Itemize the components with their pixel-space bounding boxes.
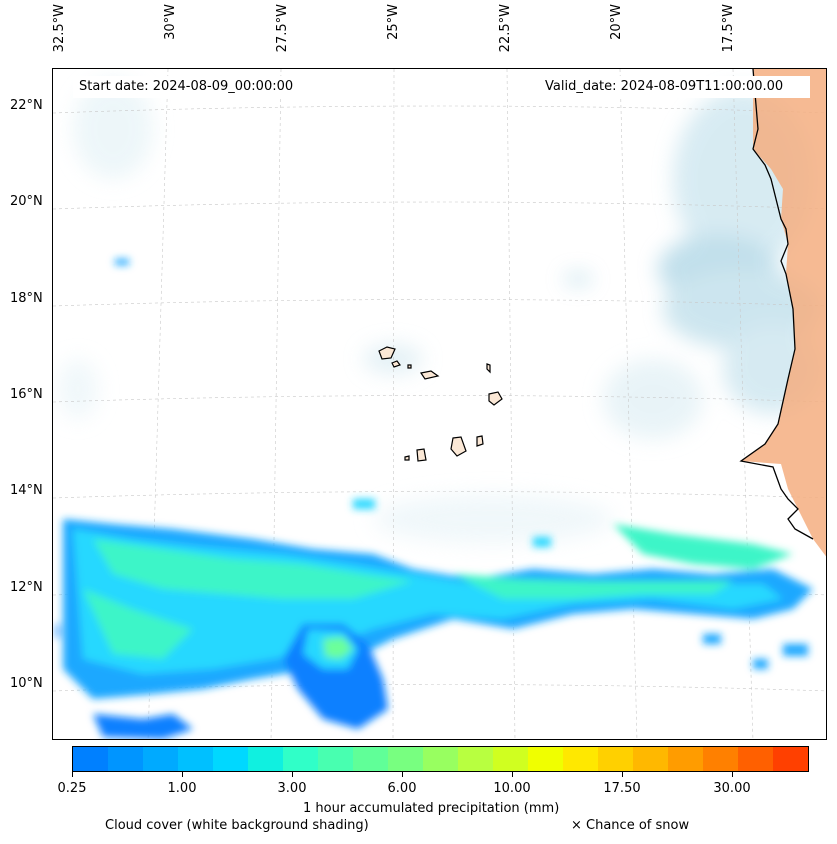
cb-tick-4 bbox=[512, 772, 513, 777]
precipitation-colorbar bbox=[72, 746, 809, 772]
lon-label-22-5w: 22.5°W bbox=[498, 4, 513, 53]
cb-tick-0 bbox=[72, 772, 73, 777]
lat-label-18n: 18°N bbox=[10, 291, 43, 306]
cb-tick-3 bbox=[402, 772, 403, 777]
lat-label-22n: 22°N bbox=[10, 98, 43, 113]
colorbar-swatch-0 bbox=[73, 747, 108, 771]
start-date-label: Start date: 2024-08-09_00:00:00 bbox=[73, 78, 300, 95]
colorbar-swatch-13 bbox=[528, 747, 563, 771]
lat-label-10n: 10°N bbox=[10, 676, 43, 691]
cb-label-0-25: 0.25 bbox=[57, 781, 87, 796]
lon-label-30w: 30°W bbox=[163, 4, 178, 40]
map-canvas[interactable] bbox=[53, 69, 827, 740]
colorbar-swatch-4 bbox=[213, 747, 248, 771]
cb-label-10-00: 10.00 bbox=[493, 781, 531, 796]
lon-label-27-5w: 27.5°W bbox=[275, 4, 290, 53]
colorbar-swatch-5 bbox=[248, 747, 283, 771]
cb-tick-1 bbox=[182, 772, 183, 777]
colorbar-swatch-18 bbox=[703, 747, 738, 771]
cb-label-1-00: 1.00 bbox=[167, 781, 197, 796]
cloud-cover-legend: Cloud cover (white background shading) bbox=[105, 818, 369, 833]
cb-tick-5 bbox=[622, 772, 623, 777]
colorbar-swatch-19 bbox=[738, 747, 773, 771]
colorbar-swatch-14 bbox=[563, 747, 598, 771]
cape-verde-islands bbox=[378, 346, 503, 462]
colorbar-swatch-2 bbox=[143, 747, 178, 771]
colorbar-swatch-10 bbox=[423, 747, 458, 771]
colorbar-swatch-11 bbox=[458, 747, 493, 771]
colorbar-swatch-9 bbox=[388, 747, 423, 771]
precipitation-field bbox=[56, 259, 813, 739]
colorbar-swatch-8 bbox=[353, 747, 388, 771]
colorbar-swatch-7 bbox=[318, 747, 353, 771]
map-panel[interactable]: Start date: 2024-08-09_00:00:00 Valid_da… bbox=[52, 68, 827, 740]
lat-label-12n: 12°N bbox=[10, 580, 43, 595]
cloud-cover-layer bbox=[58, 79, 823, 544]
colorbar-swatch-1 bbox=[108, 747, 143, 771]
africa-land bbox=[741, 69, 826, 557]
lat-label-14n: 14°N bbox=[10, 483, 43, 498]
lat-label-20n: 20°N bbox=[10, 194, 43, 209]
lon-label-32-5w: 32.5°W bbox=[52, 4, 67, 53]
valid-date-label: Valid_date: 2024-08-09T11:00:00.00 bbox=[539, 78, 790, 95]
lon-label-20w: 20°W bbox=[609, 4, 624, 40]
colorbar-swatch-17 bbox=[668, 747, 703, 771]
cb-label-3-00: 3.00 bbox=[277, 781, 307, 796]
colorbar-swatch-16 bbox=[633, 747, 668, 771]
colorbar-swatch-15 bbox=[598, 747, 633, 771]
colorbar-swatch-3 bbox=[178, 747, 213, 771]
colorbar-swatch-6 bbox=[283, 747, 318, 771]
cb-label-17-50: 17.50 bbox=[603, 781, 641, 796]
colorbar-swatch-20 bbox=[773, 747, 808, 771]
colorbar-swatch-12 bbox=[493, 747, 528, 771]
colorbar-title: 1 hour accumulated precipitation (mm) bbox=[303, 801, 560, 816]
snow-legend: × Chance of snow bbox=[571, 818, 690, 833]
cb-label-6-00: 6.00 bbox=[387, 781, 417, 796]
africa-coastline bbox=[739, 69, 814, 540]
cb-tick-6 bbox=[732, 772, 733, 777]
lat-label-16n: 16°N bbox=[10, 387, 43, 402]
lon-label-17-5w: 17.5°W bbox=[721, 4, 736, 53]
cb-tick-2 bbox=[292, 772, 293, 777]
lon-label-25w: 25°W bbox=[386, 4, 401, 40]
cb-label-30-00: 30.00 bbox=[713, 781, 751, 796]
